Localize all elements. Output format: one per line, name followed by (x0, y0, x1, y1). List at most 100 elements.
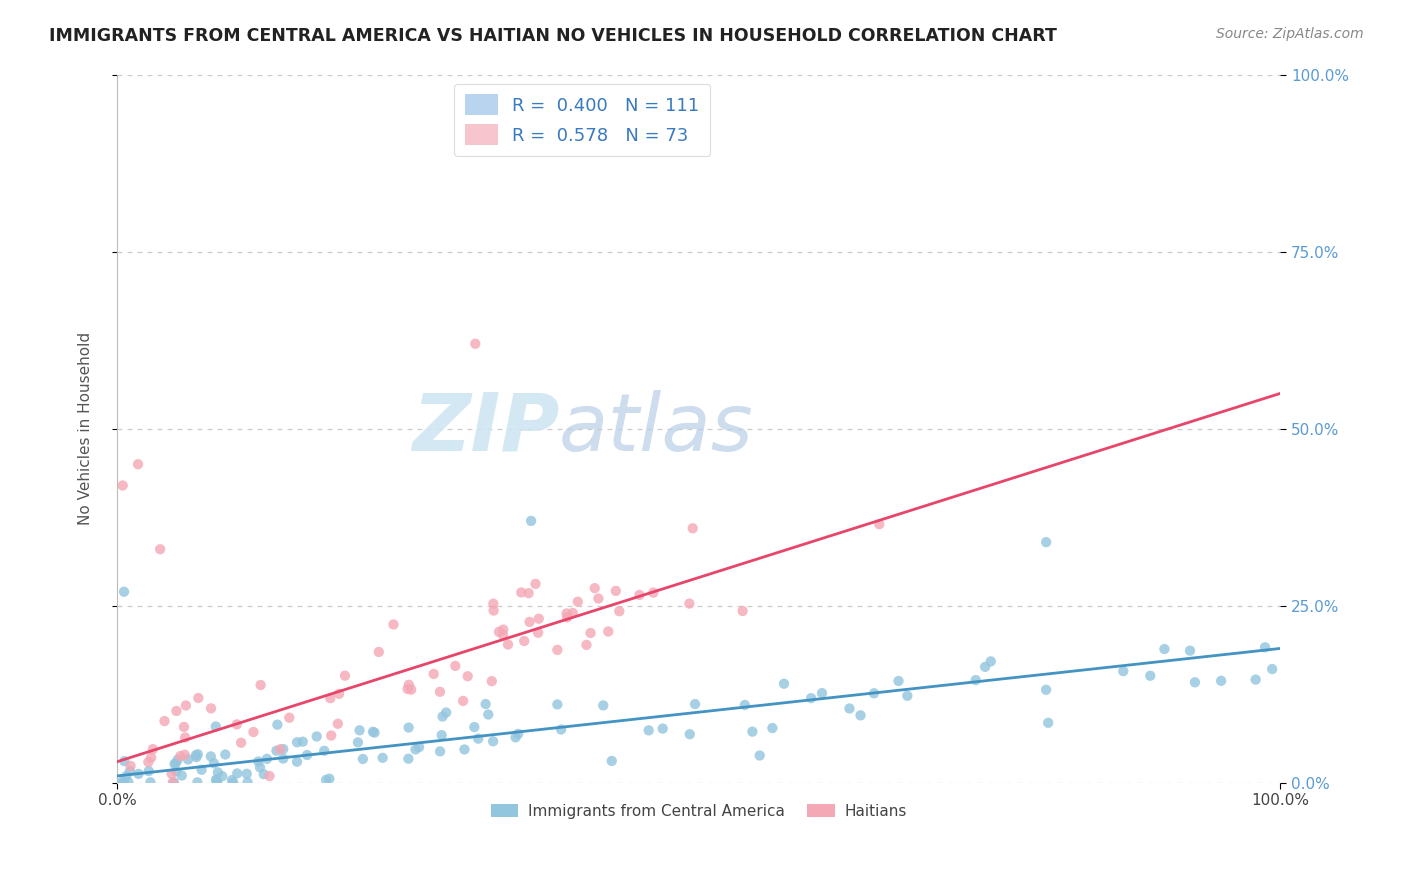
Point (202, 756, 225, 771)
Point (598, 624, 620, 639)
Point (1211, 673, 1233, 688)
Point (177, 752, 200, 766)
Point (849, 708, 872, 723)
Point (607, 604, 630, 618)
Point (174, 731, 197, 745)
Point (457, 669, 479, 683)
Point (326, 716, 349, 731)
Point (463, 720, 485, 734)
Point (429, 685, 451, 699)
Point (605, 583, 627, 598)
Point (405, 742, 427, 756)
Point (434, 706, 457, 720)
Point (496, 638, 519, 652)
Point (506, 727, 529, 741)
Point (561, 606, 583, 620)
Text: ZIP: ZIP (412, 390, 560, 467)
Point (430, 728, 453, 742)
Point (546, 643, 568, 657)
Point (1178, 643, 1201, 657)
Point (236, 766, 259, 780)
Point (731, 604, 754, 618)
Point (363, 725, 385, 739)
Point (117, 775, 139, 789)
Point (269, 742, 291, 756)
Point (163, 775, 186, 789)
Point (314, 744, 336, 758)
Point (527, 625, 550, 640)
Point (166, 753, 188, 767)
Point (974, 660, 997, 674)
Point (347, 735, 370, 749)
Point (520, 514, 543, 528)
Point (453, 742, 475, 756)
Point (492, 623, 515, 637)
Point (271, 751, 294, 765)
Point (153, 714, 176, 728)
Point (1184, 675, 1206, 690)
Point (204, 719, 226, 733)
Point (278, 711, 301, 725)
Point (259, 769, 281, 783)
Point (524, 577, 547, 591)
Point (527, 612, 550, 626)
Point (211, 769, 233, 783)
Point (575, 638, 598, 652)
Point (271, 742, 294, 756)
Point (678, 597, 700, 611)
Point (200, 749, 222, 764)
Point (382, 617, 405, 632)
Point (1139, 669, 1161, 683)
Point (162, 775, 184, 789)
Point (163, 757, 186, 772)
Point (800, 691, 823, 706)
Point (112, 775, 135, 789)
Point (398, 721, 420, 735)
Point (349, 723, 371, 738)
Point (550, 723, 572, 737)
Point (887, 673, 910, 688)
Text: Source: ZipAtlas.com: Source: ZipAtlas.com (1216, 27, 1364, 41)
Point (127, 767, 149, 781)
Point (173, 720, 195, 734)
Point (236, 775, 259, 789)
Point (432, 709, 454, 723)
Point (187, 747, 209, 762)
Point (165, 756, 187, 771)
Legend: Immigrants from Central America, Haitians: Immigrants from Central America, Haitian… (485, 797, 912, 825)
Point (112, 775, 135, 789)
Point (214, 747, 236, 762)
Point (186, 775, 208, 789)
Point (187, 691, 209, 706)
Text: atlas: atlas (560, 390, 754, 467)
Point (482, 597, 505, 611)
Point (170, 768, 193, 782)
Point (398, 678, 420, 692)
Point (321, 729, 343, 743)
Point (1261, 662, 1284, 676)
Point (451, 694, 474, 708)
Point (510, 585, 533, 599)
Point (651, 722, 673, 736)
Point (361, 724, 384, 739)
Point (422, 667, 444, 681)
Point (333, 668, 356, 682)
Point (138, 755, 160, 769)
Point (111, 478, 134, 492)
Point (285, 735, 308, 749)
Point (266, 717, 288, 731)
Y-axis label: No Vehicles in Household: No Vehicles in Household (79, 332, 93, 525)
Point (748, 748, 770, 763)
Point (120, 759, 142, 773)
Point (200, 701, 222, 715)
Point (166, 704, 188, 718)
Point (474, 697, 496, 711)
Point (408, 740, 430, 755)
Point (149, 542, 172, 557)
Point (1244, 673, 1267, 687)
Point (567, 595, 589, 609)
Point (682, 521, 704, 535)
Point (285, 755, 308, 769)
Point (205, 772, 228, 787)
Point (477, 707, 499, 722)
